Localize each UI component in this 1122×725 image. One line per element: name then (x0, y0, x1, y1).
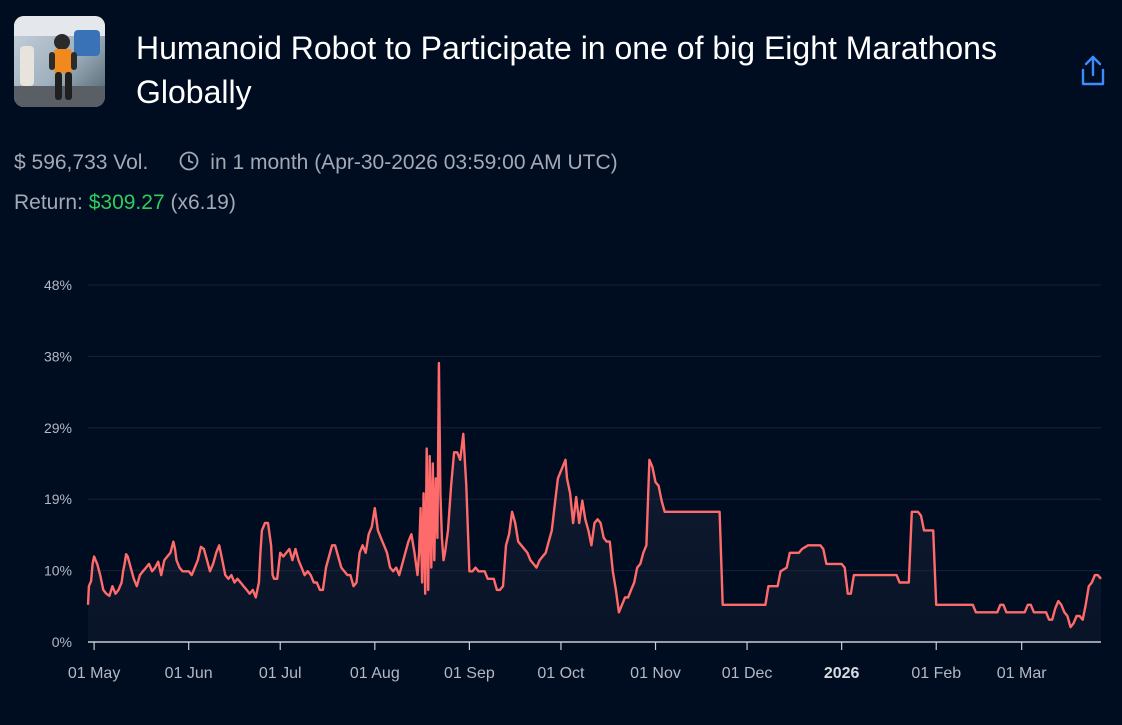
y-tick-label: 10% (44, 563, 72, 579)
robot-runner-photo (14, 16, 105, 107)
x-tick-label: 01 May (68, 665, 120, 682)
x-tick-label: 01 Aug (350, 665, 400, 682)
y-tick-label: 19% (44, 491, 72, 507)
return-line: Return: $309.27 (x6.19) (14, 191, 236, 215)
market-title: Humanoid Robot to Participate in one of … (136, 30, 997, 110)
x-tick-label: 01 Oct (537, 665, 585, 682)
x-axis-ticks: 01 May 01 Jun 01 Jul 01 Aug 01 Sep 01 Oct 01 N… (68, 642, 1047, 682)
return-amount: $309.27 (88, 191, 165, 214)
series-area (88, 363, 1101, 642)
x-tick-label: 01 Jul (259, 665, 302, 682)
x-tick-label: 01 Mar (997, 665, 1047, 682)
volume-text: $ 596,733 Vol. (14, 151, 149, 174)
share-icon (1081, 55, 1105, 86)
market-header: Humanoid Robot to Participate in one of … (14, 16, 1108, 112)
x-tick-label: 01 Sep (444, 665, 495, 682)
clock-icon (179, 151, 199, 171)
x-tick-label: 01 Nov (630, 665, 681, 682)
y-tick-label: 29% (44, 420, 72, 436)
y-axis-ticks: 0% 10% 19% 29% 38% 48% (44, 277, 72, 650)
share-button[interactable] (1078, 54, 1108, 88)
x-tick-label: 2026 (824, 665, 860, 682)
market-meta: $ 596,733 Vol. in 1 month (Apr-30-2026 0… (14, 150, 618, 175)
x-tick-label: 01 Jun (165, 665, 213, 682)
return-multiplier: (x6.19) (170, 191, 236, 214)
x-tick-label: 01 Feb (911, 665, 961, 682)
y-tick-label: 48% (44, 277, 72, 293)
price-chart: 0% 10% 19% 29% 38% 48% 01 May 01 Jun 01 Jul 01 A… (44, 277, 1102, 682)
x-tick-label: 01 Dec (722, 665, 773, 682)
series-line (86, 361, 1102, 629)
return-label: Return: (14, 191, 83, 214)
y-tick-label: 0% (52, 634, 72, 650)
y-tick-label: 38% (44, 348, 72, 364)
market-thumbnail[interactable] (14, 16, 105, 107)
end-time-text: in 1 month (Apr-30-2026 03:59:00 AM UTC) (210, 151, 618, 174)
